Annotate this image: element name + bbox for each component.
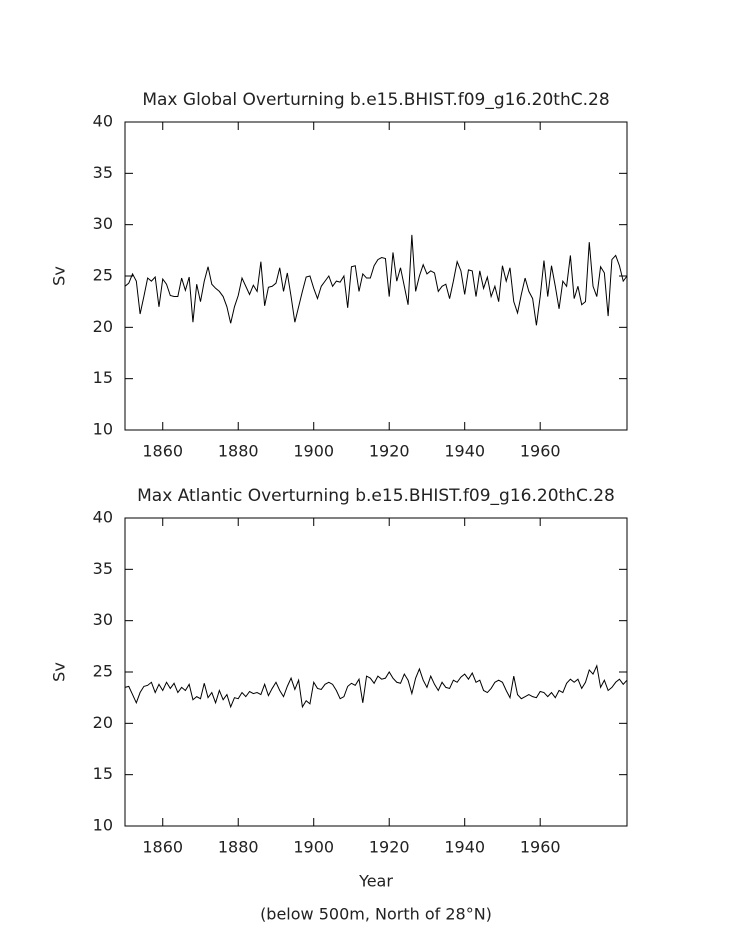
x-tick-label: 1960 xyxy=(520,838,561,857)
x-axis-label: Year xyxy=(358,872,393,891)
chart-title: Max Global Overturning b.e15.BHIST.f09_g… xyxy=(142,90,609,110)
y-tick-label: 20 xyxy=(93,317,113,336)
x-tick-label: 1940 xyxy=(444,838,485,857)
data-line xyxy=(124,234,628,326)
x-tick-label: 1900 xyxy=(293,838,334,857)
y-tick-label: 25 xyxy=(93,662,113,681)
y-tick-label: 25 xyxy=(93,266,113,285)
y-axis-label: Sv xyxy=(50,266,69,286)
x-tick-label: 1920 xyxy=(369,442,410,461)
x-tick-label: 1860 xyxy=(142,442,183,461)
x-tick-label: 1920 xyxy=(369,838,410,857)
y-tick-label: 20 xyxy=(93,713,113,732)
plot-frame xyxy=(124,517,628,827)
plot-frame xyxy=(124,121,628,431)
y-tick-label: 10 xyxy=(93,420,113,439)
y-tick-label: 40 xyxy=(93,112,113,131)
y-tick-label: 40 xyxy=(93,508,113,527)
y-tick-label: 35 xyxy=(93,163,113,182)
x-tick-label: 1940 xyxy=(444,442,485,461)
y-tick-label: 35 xyxy=(93,559,113,578)
note: (below 500m, North of 28°N) xyxy=(260,905,492,924)
x-tick-label: 1880 xyxy=(218,838,259,857)
y-tick-label: 30 xyxy=(93,214,113,233)
chart-title: Max Atlantic Overturning b.e15.BHIST.f09… xyxy=(137,486,615,506)
x-tick-label: 1900 xyxy=(293,442,334,461)
x-tick-label: 1880 xyxy=(218,442,259,461)
data-line xyxy=(124,664,628,709)
y-tick-label: 15 xyxy=(93,764,113,783)
y-tick-label: 10 xyxy=(93,816,113,835)
y-tick-label: 30 xyxy=(93,610,113,629)
y-axis-label: Sv xyxy=(50,662,69,682)
x-tick-label: 1960 xyxy=(520,442,561,461)
y-tick-label: 15 xyxy=(93,368,113,387)
x-tick-label: 1860 xyxy=(142,838,183,857)
